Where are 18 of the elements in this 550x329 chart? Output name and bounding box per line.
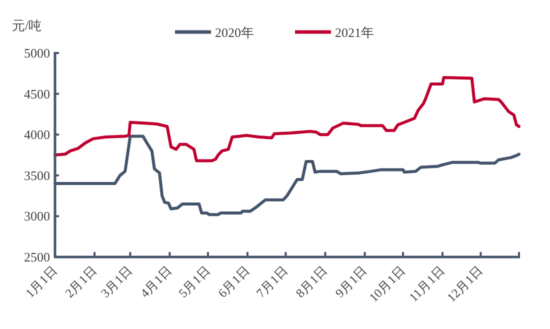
x-tick-label: 3月1日 [98,263,136,300]
line-series [54,76,520,162]
x-tick-label: 2月1日 [62,263,100,300]
y-tick-label: 3500 [24,168,50,183]
y-tick-label: 4500 [24,86,50,102]
x-tick-label: 6月1日 [215,263,253,300]
x-tick-label: 8月1日 [293,263,330,300]
y-tick-label: 2500 [24,250,50,264]
x-tick-label: 5月1日 [176,263,214,300]
y-tick-label: 5000 [24,46,50,60]
x-tick-label: 7月1日 [254,263,291,300]
legend-label: 2021年 [335,25,374,40]
y-tick-label: 4000 [24,127,50,142]
y-tick-label: 3000 [24,208,50,224]
x-tick-label: 1月1日 [23,263,60,300]
x-tick-label: 4月1日 [138,263,175,300]
legend-label: 2020年 [215,25,254,40]
y-axis-title: 元/吨 [12,18,42,33]
